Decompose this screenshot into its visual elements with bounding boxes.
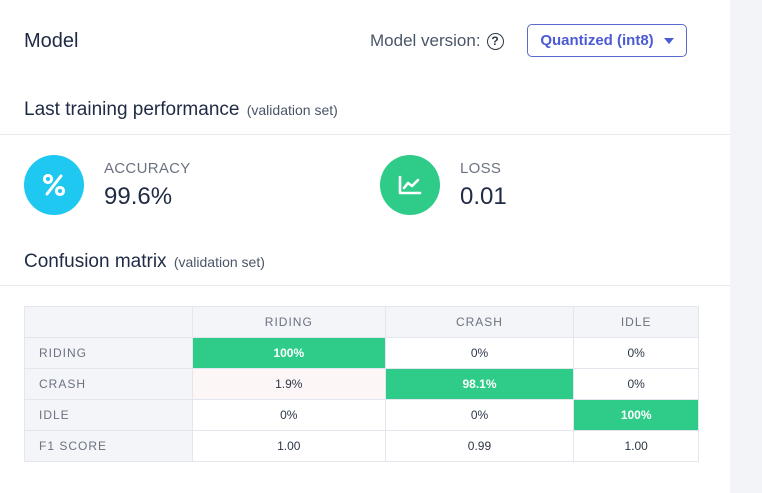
table-row: RIDING 100% 0% 0% (24, 337, 699, 369)
confusion-title: Confusion matrix (24, 251, 167, 272)
matrix-cell: 0% (384, 337, 575, 369)
loss-label: LOSS (460, 159, 502, 177)
confusion-matrix-table: RIDING CRASH IDLE RIDING 100% 0% 0% CRAS… (24, 306, 699, 462)
matrix-cell: 1.9% (192, 368, 386, 400)
accuracy-label: ACCURACY (104, 159, 191, 177)
model-version-text: Model version: (370, 31, 481, 50)
table-row: IDLE 0% 0% 100% (24, 399, 699, 431)
matrix-cell: 0% (573, 337, 699, 369)
accuracy-value: 99.6% (104, 182, 173, 210)
side-gutter (730, 0, 762, 493)
confusion-subtitle: (validation set) (173, 254, 265, 270)
help-icon[interactable]: ? (486, 32, 504, 50)
matrix-cell: 0% (192, 399, 386, 431)
page-title: Model (24, 30, 79, 52)
f1-score-cell: 0.99 (384, 430, 575, 462)
matrix-cell: 100% (573, 399, 699, 431)
matrix-cell: 0% (384, 399, 575, 431)
table-row: F1 SCORE 1.00 0.99 1.00 (24, 430, 699, 462)
model-version-dropdown[interactable]: Quantized (int8) (527, 24, 687, 57)
percent-icon (24, 155, 84, 215)
matrix-cell: 98.1% (384, 368, 575, 400)
model-version-value: Quantized (int8) (540, 32, 654, 49)
performance-title: Last training performance (24, 99, 240, 120)
column-header: IDLE (573, 306, 699, 338)
column-header: CRASH (384, 306, 575, 338)
performance-subtitle: (validation set) (246, 102, 338, 118)
table-header-row: RIDING CRASH IDLE (24, 306, 699, 338)
row-header: CRASH (24, 368, 193, 400)
confusion-heading: Confusion matrix (validation set) (24, 251, 265, 273)
row-header: F1 SCORE (24, 430, 193, 462)
trend-chart-icon (380, 155, 440, 215)
performance-heading: Last training performance (validation se… (24, 99, 338, 121)
corner-cell (24, 306, 193, 338)
row-header: IDLE (24, 399, 193, 431)
f1-score-cell: 1.00 (573, 430, 699, 462)
panel-header: Model Model version: ? Quantized (int8) (24, 24, 690, 60)
model-version-label: Model version: ? (370, 31, 504, 51)
f1-score-cell: 1.00 (192, 430, 386, 462)
accuracy-metric: ACCURACY 99.6% (24, 155, 191, 215)
divider (0, 285, 730, 286)
matrix-cell: 0% (573, 368, 699, 400)
caret-down-icon (663, 37, 674, 44)
matrix-cell: 100% (192, 337, 386, 369)
model-panel: Model Model version: ? Quantized (int8) … (0, 24, 730, 462)
table-row: CRASH 1.9% 98.1% 0% (24, 368, 699, 400)
row-header: RIDING (24, 337, 193, 369)
loss-value: 0.01 (460, 182, 507, 210)
loss-metric: LOSS 0.01 (380, 155, 507, 215)
column-header: RIDING (192, 306, 386, 338)
divider (0, 134, 730, 135)
